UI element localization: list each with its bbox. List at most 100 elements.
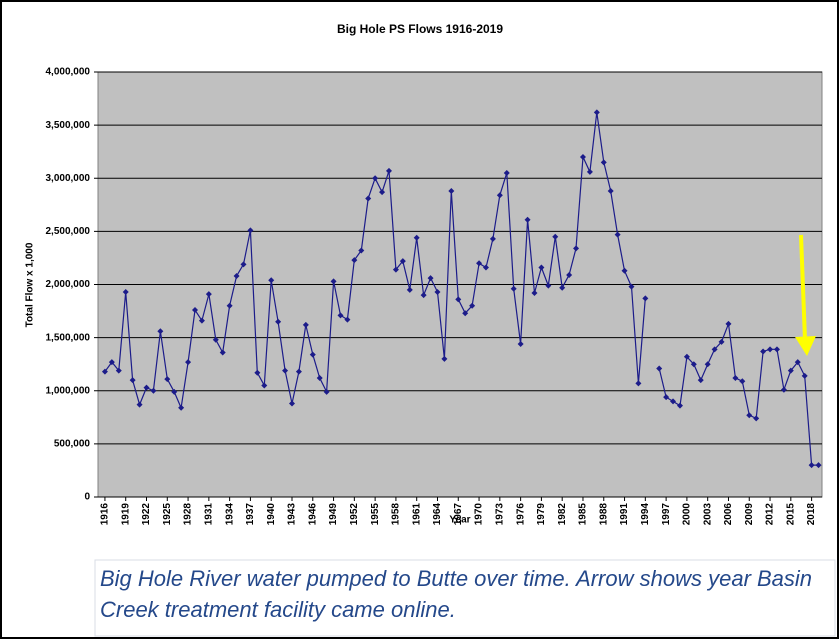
data-point — [254, 369, 261, 376]
data-point — [780, 386, 787, 393]
data-point — [552, 233, 559, 240]
data-point — [787, 367, 794, 374]
data-point — [108, 359, 115, 366]
x-tick-label: 1997 — [661, 503, 672, 526]
data-point — [559, 284, 566, 291]
x-tick-label: 1946 — [307, 503, 318, 526]
y-tick-label: 0 — [84, 492, 90, 503]
data-point — [746, 412, 753, 419]
data-point — [212, 336, 219, 343]
data-point — [704, 361, 711, 368]
data-point — [226, 302, 233, 309]
data-point — [185, 359, 192, 366]
data-point — [178, 404, 185, 411]
data-point — [753, 415, 760, 422]
data-point — [586, 168, 593, 175]
data-point — [136, 401, 143, 408]
y-tick-label: 2,000,000 — [46, 279, 91, 290]
data-point — [808, 462, 815, 469]
data-point — [358, 247, 365, 254]
x-tick-label: 1985 — [578, 503, 589, 526]
y-tick-label: 3,000,000 — [46, 173, 91, 184]
data-point — [711, 346, 718, 353]
data-point — [476, 260, 483, 267]
x-tick-label: 1931 — [203, 503, 214, 526]
data-point — [794, 359, 801, 366]
caption-holder: Big Hole River water pumped to Butte ove… — [100, 566, 812, 622]
x-axis-label: Year — [449, 515, 470, 526]
y-tick-label: 1,500,000 — [46, 332, 91, 343]
data-point — [503, 169, 510, 176]
data-point — [247, 227, 254, 234]
data-point — [767, 346, 774, 353]
y-tick-label: 2,500,000 — [46, 226, 91, 237]
x-tick-label: 1982 — [557, 503, 568, 526]
data-point — [628, 283, 635, 290]
data-point — [233, 273, 240, 279]
data-point — [593, 109, 600, 116]
y-axis-label: Total Flow x 1,000 — [25, 242, 36, 327]
data-point — [815, 462, 822, 469]
data-point — [656, 365, 663, 372]
x-tick-label: 1967 — [453, 503, 464, 526]
data-point — [614, 231, 621, 238]
data-point — [399, 258, 406, 265]
data-point — [406, 286, 413, 293]
y-tick-label: 1,000,000 — [46, 385, 91, 396]
data-point — [524, 216, 531, 223]
data-point — [579, 154, 586, 160]
data-point — [295, 368, 302, 375]
data-point — [531, 290, 538, 296]
y-tick-label: 500,000 — [54, 439, 91, 450]
x-tick-label: 1979 — [536, 503, 547, 526]
data-point — [621, 267, 628, 274]
data-point — [496, 192, 503, 199]
data-point — [545, 282, 552, 289]
data-point — [351, 257, 358, 264]
data-point — [489, 235, 496, 242]
plot-area: 0 500,000 1,000,000 1,500,000 2,000,000 2,500… — [46, 67, 823, 526]
data-point — [739, 378, 746, 385]
data-point — [219, 349, 226, 356]
data-point — [642, 295, 649, 302]
y-tick-label: 3,500,000 — [46, 120, 91, 131]
data-point — [261, 382, 268, 389]
data-point — [732, 375, 739, 381]
x-tick-label: 1919 — [120, 503, 131, 526]
data-point — [462, 310, 469, 317]
x-tick-label: 1943 — [287, 503, 298, 526]
data-point — [392, 266, 399, 273]
x-tick-label: 1976 — [515, 503, 526, 526]
data-point — [670, 398, 677, 405]
data-point — [683, 353, 690, 360]
data-point — [413, 234, 420, 241]
x-tick-label: 1994 — [640, 503, 651, 526]
x-tick-label: 1925 — [162, 503, 173, 526]
x-tick-label: 1949 — [328, 503, 339, 526]
data-point — [157, 328, 164, 335]
data-point — [663, 394, 670, 401]
x-tick-label: 1958 — [391, 503, 402, 526]
data-point — [573, 245, 580, 252]
data-point — [379, 189, 386, 196]
data-point — [635, 380, 642, 387]
data-point — [469, 302, 476, 309]
data-point — [344, 316, 351, 323]
data-point — [676, 402, 683, 409]
data-point — [385, 167, 392, 174]
data-point — [607, 188, 614, 194]
x-tick-label: 2006 — [723, 503, 734, 526]
data-point — [164, 376, 171, 383]
x-tick-label: 2012 — [765, 503, 776, 526]
data-point — [191, 307, 198, 313]
data-point — [566, 271, 573, 278]
data-point — [288, 400, 295, 407]
x-tick-label: 2018 — [806, 503, 817, 526]
x-tick-label: 2015 — [785, 503, 796, 526]
data-point — [482, 264, 489, 271]
x-tick-label: 1964 — [432, 503, 443, 526]
x-tick-label: 1937 — [245, 503, 256, 526]
x-tick-label: 1940 — [266, 503, 277, 526]
